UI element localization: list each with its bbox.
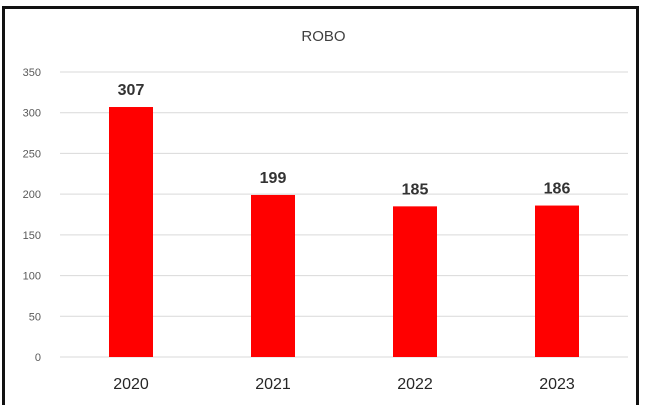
y-tick-label: 0 — [35, 352, 41, 364]
data-label: 186 — [544, 181, 571, 198]
bar — [393, 206, 437, 357]
x-tick-label: 2021 — [255, 376, 291, 393]
data-label: 185 — [402, 181, 429, 198]
x-tick-label: 2020 — [113, 376, 149, 393]
y-tick-label: 350 — [23, 67, 41, 79]
y-tick-label: 50 — [29, 311, 41, 323]
bar — [535, 205, 579, 357]
data-label: 199 — [260, 170, 287, 187]
chart-title: ROBO — [301, 28, 346, 45]
bar — [109, 107, 153, 357]
x-tick-label: 2022 — [397, 376, 433, 393]
bar — [251, 194, 295, 357]
y-tick-label: 250 — [23, 148, 41, 160]
y-tick-label: 100 — [23, 271, 41, 283]
data-label: 307 — [118, 82, 145, 99]
y-tick-label: 150 — [23, 230, 41, 242]
x-tick-label: 2023 — [539, 376, 575, 393]
y-tick-label: 300 — [23, 108, 41, 120]
y-tick-label: 200 — [23, 189, 41, 201]
